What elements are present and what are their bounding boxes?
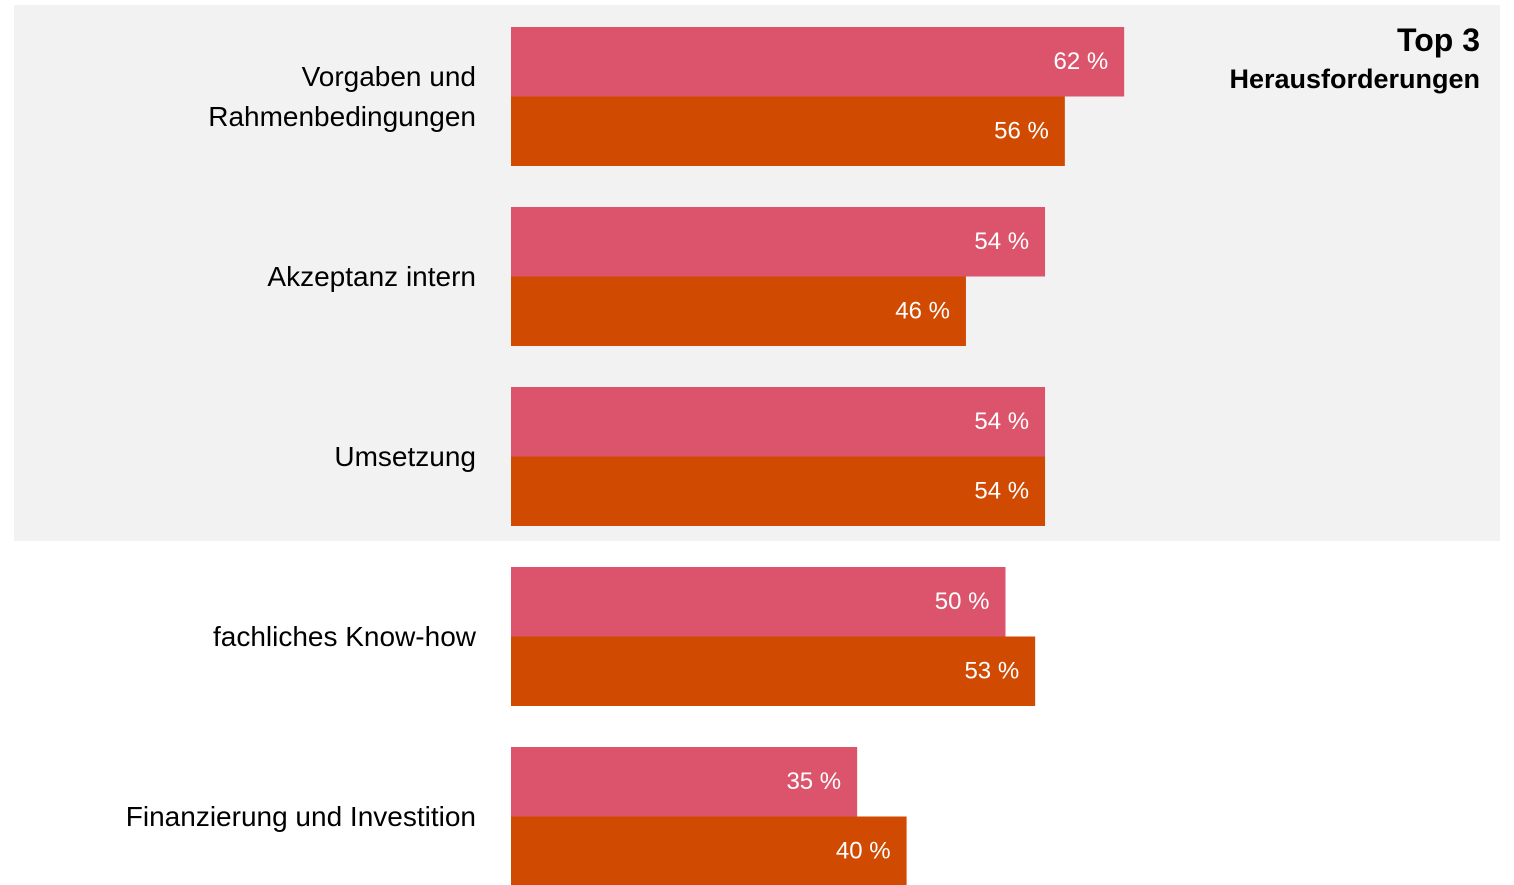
annotation: Herausforderungen (1229, 64, 1480, 94)
value-label: 54 % (974, 228, 1029, 255)
bar (511, 567, 1006, 637)
annotation: Top 3 (1397, 22, 1480, 58)
category-label: Finanzierung und Investition (125, 800, 476, 832)
bar (511, 387, 1046, 457)
bar (511, 276, 966, 346)
bar (511, 96, 1065, 166)
value-label: 54 % (974, 478, 1029, 505)
value-label: 46 % (895, 298, 950, 325)
value-label: 56 % (994, 118, 1049, 145)
value-label: 53 % (964, 658, 1019, 685)
value-label: 62 % (1053, 48, 1108, 75)
bar (511, 207, 1046, 277)
value-label: 50 % (935, 588, 990, 615)
category-label: Umsetzung (334, 440, 476, 472)
value-label: 40 % (836, 838, 891, 865)
bar (511, 747, 858, 817)
category-label: fachliches Know-how (212, 620, 476, 652)
value-label: 35 % (786, 768, 841, 795)
category-label: Vorgaben und Rahmenbedingungen (208, 60, 476, 132)
bar (511, 456, 1046, 526)
category-label: Akzeptanz intern (267, 260, 476, 292)
value-label: 54 % (974, 408, 1029, 435)
bar (511, 27, 1125, 97)
bar (511, 636, 1036, 706)
bar (511, 816, 907, 885)
